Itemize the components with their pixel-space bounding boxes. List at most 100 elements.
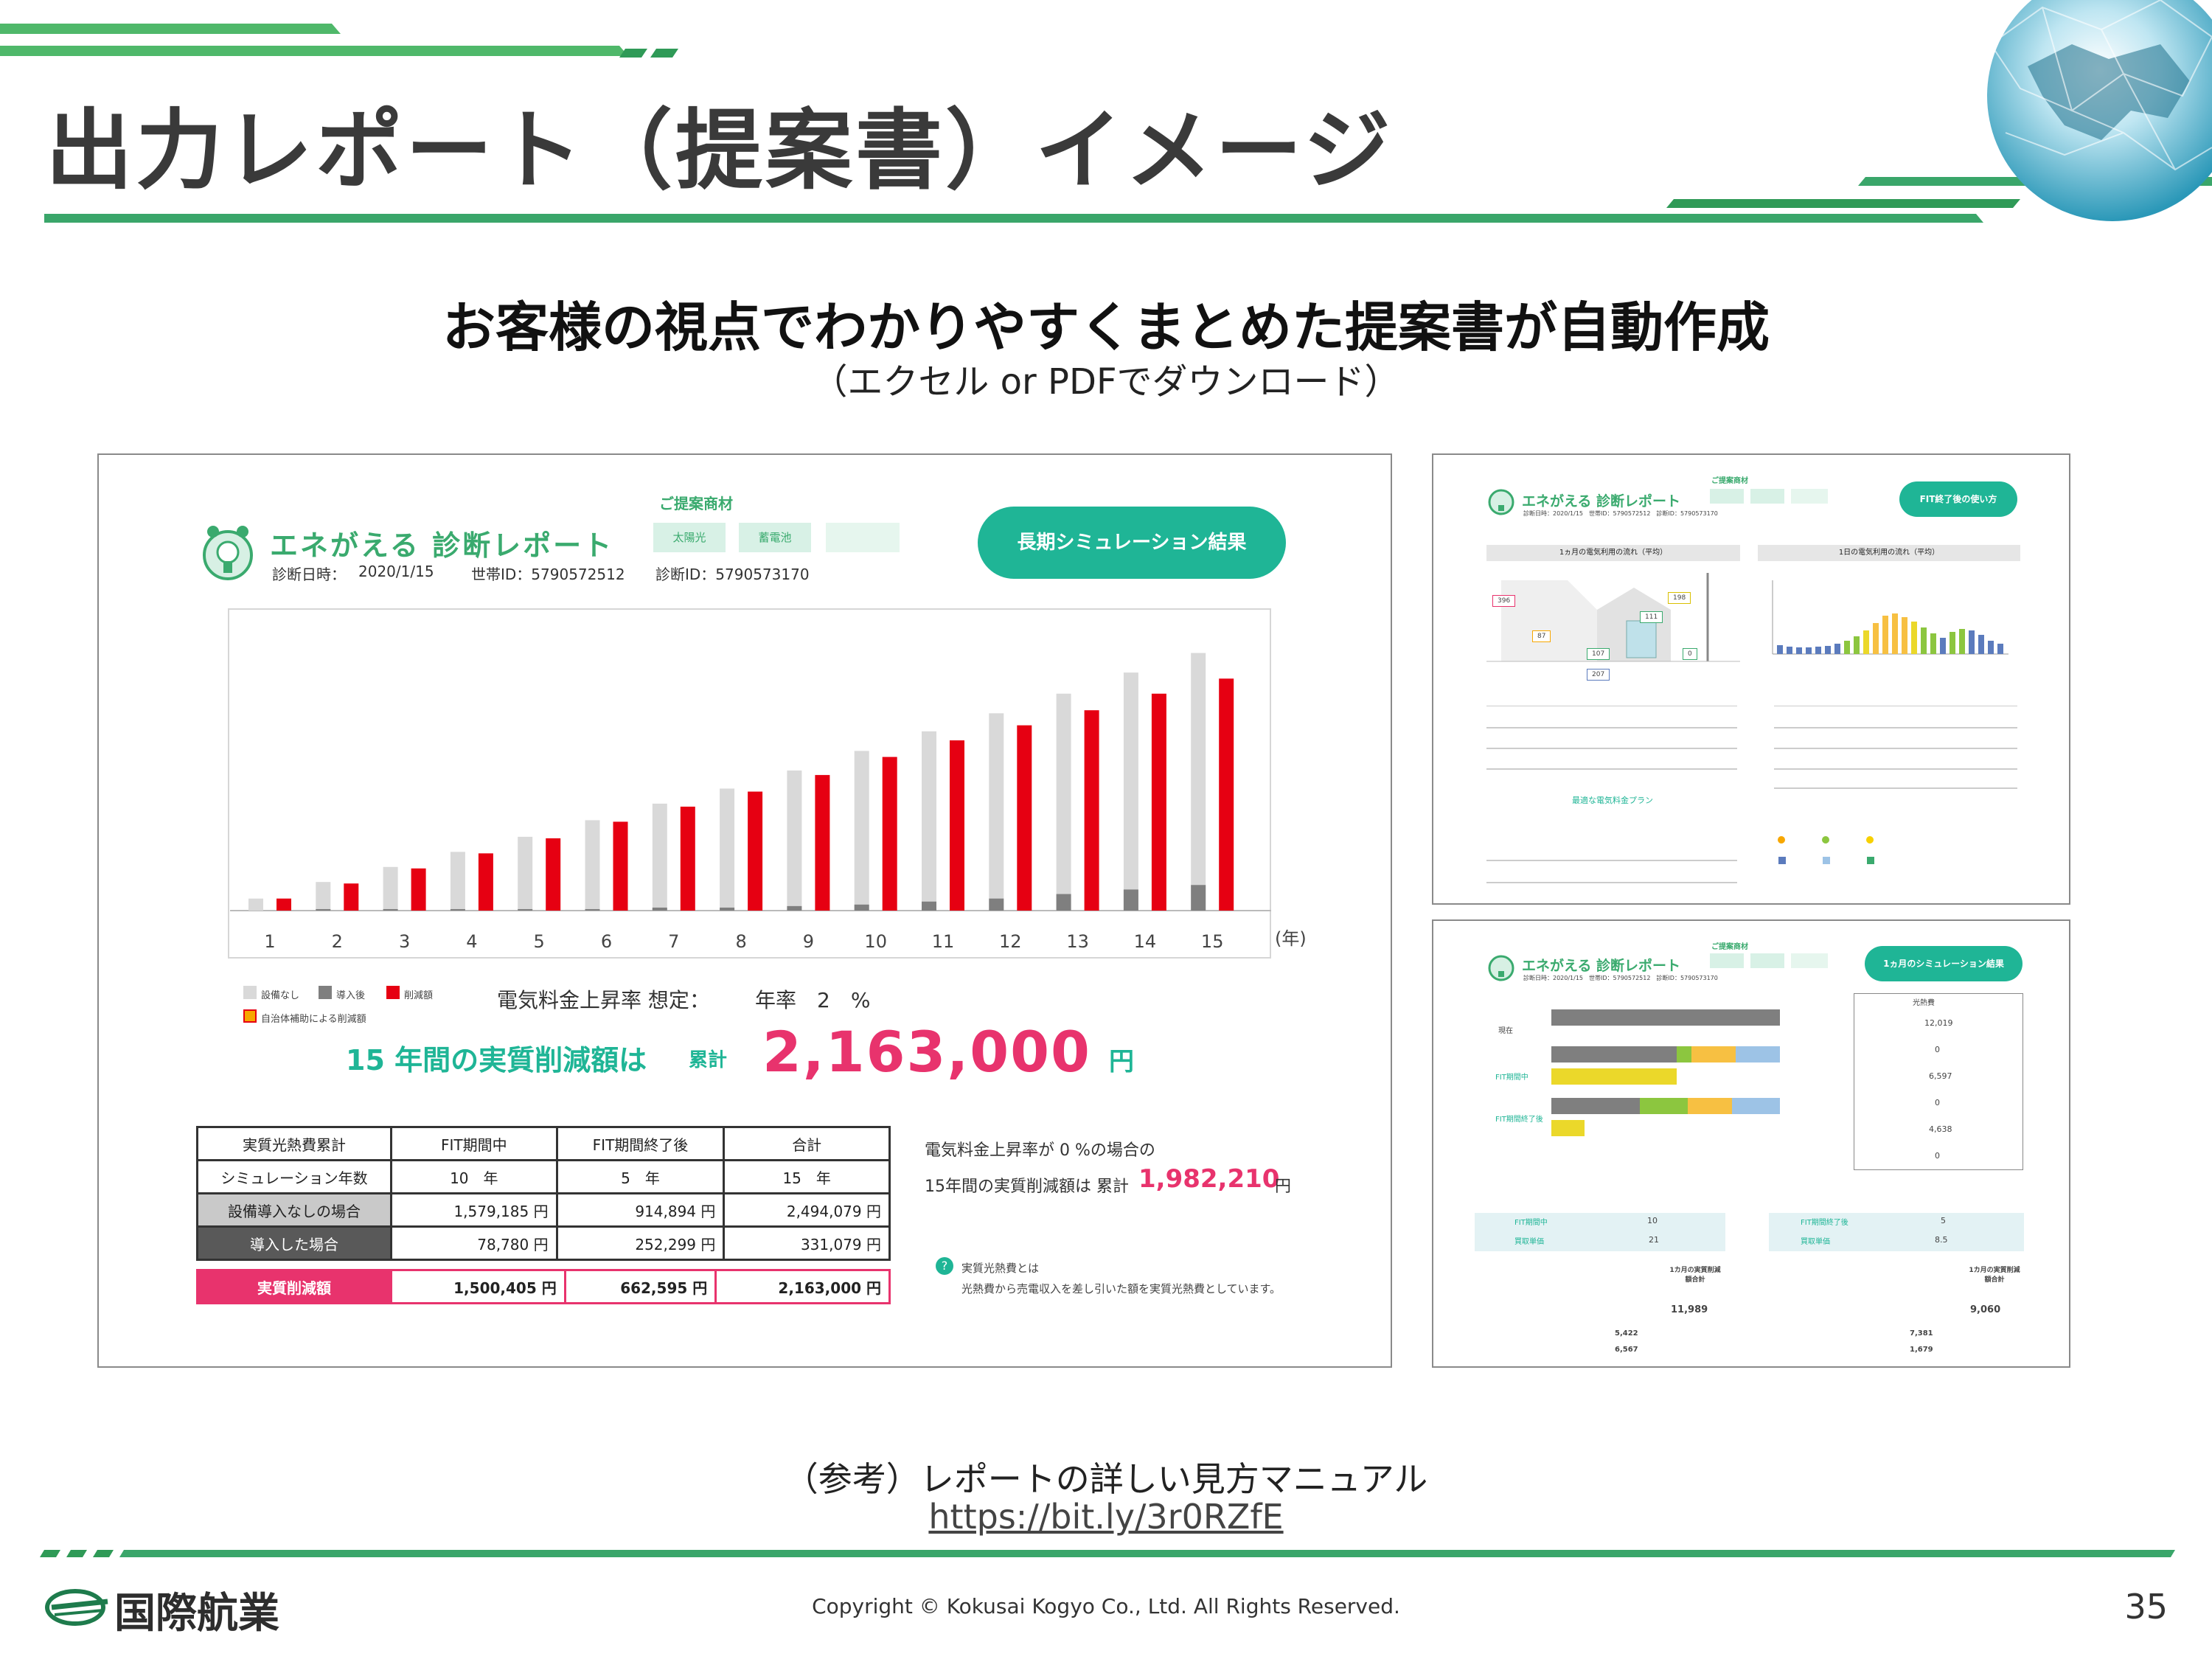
bar-reduction <box>815 775 830 911</box>
daily-bar <box>1882 616 1888 654</box>
bar-no-equipment <box>1123 672 1138 911</box>
daily-bar <box>1902 617 1907 654</box>
fit-end-label: FIT期間終了後 <box>1801 1219 1848 1227</box>
chart-box <box>228 608 1271 959</box>
cost-value: 0 <box>1935 1098 1940 1107</box>
bar-reduction <box>1219 678 1234 911</box>
bar-reduction <box>950 740 964 911</box>
daily-bar <box>1978 635 1984 654</box>
x-tick-label: 3 <box>399 931 410 952</box>
footnote-title: 実質光熱費とは <box>961 1262 1040 1275</box>
unit-price-fit: 21 <box>1649 1235 1659 1245</box>
fit-period-label: FIT期間中 <box>1514 1219 1548 1227</box>
legend-after-swatch <box>319 986 332 999</box>
bar-no-equipment <box>1056 693 1071 911</box>
fit-end-info-bg <box>1769 1213 2024 1251</box>
rate-label: 電気料金上昇率 想定： <box>497 988 710 1012</box>
bar-reduction <box>276 898 291 911</box>
enegaeru-logo-icon <box>1488 955 1514 981</box>
zero-rate-value: 1,982,210 <box>1138 1164 1280 1194</box>
report-app-name: エネがえる 診断レポート <box>270 529 614 562</box>
table-row-label: シミュレーション年数 <box>196 1159 392 1194</box>
x-tick-label: 11 <box>932 931 955 952</box>
panel-right-title: 1日の電気利用の流れ（平均） <box>1758 545 2020 561</box>
product-box <box>1791 489 1828 504</box>
manual-link[interactable]: https://bit.ly/3r0RZfE <box>928 1497 1284 1537</box>
bar-no-equipment <box>989 713 1004 911</box>
total-label: 実質削減額 <box>196 1269 392 1304</box>
legend-none-label: 設備なし <box>261 990 300 1001</box>
bar-no-equipment <box>720 788 735 911</box>
daily-usage-chart <box>1772 580 2008 655</box>
product-box <box>1791 953 1828 968</box>
unit-price-label: 買取単価 <box>1801 1238 1830 1246</box>
monthly-stacked-bars <box>1551 1009 1780 1136</box>
flow-value: 87 <box>1532 630 1551 642</box>
daily-bar <box>1959 629 1965 654</box>
legend-subsidy-label: 自治体補助による削減額 <box>261 1014 366 1025</box>
legend-subsidy-swatch <box>243 1009 257 1023</box>
product-empty <box>826 523 900 552</box>
bar-after-installation <box>383 908 398 911</box>
bar-after-installation <box>450 908 465 911</box>
daily-bar <box>1930 633 1936 654</box>
total-cell: 662,595 円 <box>563 1269 717 1304</box>
monthly-simulation-badge: 1ヵ月のシミュレーション結果 <box>1865 946 2023 981</box>
info-icon: ? <box>936 1257 953 1275</box>
daily-bar <box>1892 613 1898 654</box>
manual-reference: （参考）レポートの詳しい見方マニュアル <box>784 1459 1428 1499</box>
bar-no-equipment <box>787 770 802 911</box>
table-cell: 252,299 円 <box>555 1225 726 1261</box>
flow-value: 107 <box>1587 648 1610 660</box>
daily-bar <box>1815 647 1821 654</box>
table-header-cell: 合計 <box>723 1126 891 1161</box>
x-tick-label: 4 <box>466 931 477 952</box>
fit-end-usage-badge: FIT終了後の使い方 <box>1899 481 2017 517</box>
sub-total-fit: 5,422 <box>1615 1329 1638 1338</box>
bar-reduction <box>1084 710 1099 911</box>
table-cell: 10 年 <box>390 1159 558 1194</box>
company-logo-icon <box>45 1589 108 1626</box>
report-app-name: エネがえる 診断レポート <box>1522 493 1681 509</box>
proposal-label: ご提案商材 <box>1711 477 1748 485</box>
long-simulation-badge: 長期シミュレーション結果 <box>978 507 1286 579</box>
product-box <box>1750 489 1784 504</box>
summary-unit: 円 <box>1109 1047 1134 1077</box>
x-tick-label: 1 <box>264 931 275 952</box>
legend-after-label: 導入後 <box>336 990 366 1001</box>
x-tick-label: 14 <box>1134 931 1157 952</box>
summary-label: 15 年間の実質削減額は <box>346 1044 647 1077</box>
legend-reduction-label: 削減額 <box>404 990 434 1001</box>
company-name: 国際航業 <box>114 1590 279 1638</box>
cost-value: 4,638 <box>1929 1124 1952 1134</box>
product-box <box>1710 953 1744 968</box>
bar-reduction <box>344 883 359 911</box>
footnote-text: 光熱費から売電収入を差し引いた額を実質光熱費としています。 <box>961 1282 1281 1295</box>
bottom-right-report-frame: エネがえる 診断レポート 診断日時：2020/1/15 世帯ID：5790572… <box>1432 919 2070 1368</box>
legend-reduction-swatch <box>386 986 400 999</box>
unit-price-label: 買取単価 <box>1514 1238 1544 1246</box>
report-date: 2020/1/15 <box>358 563 434 580</box>
product-solar: 太陽光 <box>653 523 726 552</box>
total-cell: 1,500,405 円 <box>390 1269 566 1304</box>
flow-value: 198 <box>1668 592 1691 604</box>
daily-bar <box>1997 644 2003 654</box>
proposal-label: ご提案商材 <box>659 495 733 512</box>
x-tick-label: 15 <box>1201 931 1224 952</box>
bar-no-equipment <box>585 820 600 911</box>
report-household-id: 世帯ID：5790572512 <box>471 566 625 583</box>
report-meta: 診断日時：2020/1/15 世帯ID：5790572512 診断ID：5790… <box>1523 975 1718 981</box>
flow-value: 207 <box>1587 669 1610 681</box>
cost-value: 6,597 <box>1929 1071 1952 1081</box>
summary-lines <box>1486 706 2017 883</box>
product-box <box>1710 489 1744 504</box>
daily-bar <box>1911 622 1917 654</box>
daily-bar <box>1969 630 1975 654</box>
daily-bar <box>1873 623 1879 654</box>
bar-no-equipment <box>450 852 465 911</box>
product-battery: 蓄電池 <box>739 523 811 552</box>
table-cell: 331,079 円 <box>723 1225 891 1261</box>
bar-after-installation <box>316 908 331 911</box>
report-app-name: エネがえる 診断レポート <box>1522 958 1681 974</box>
slide-title: 出力レポート（提案書）イメージ <box>46 100 1394 201</box>
